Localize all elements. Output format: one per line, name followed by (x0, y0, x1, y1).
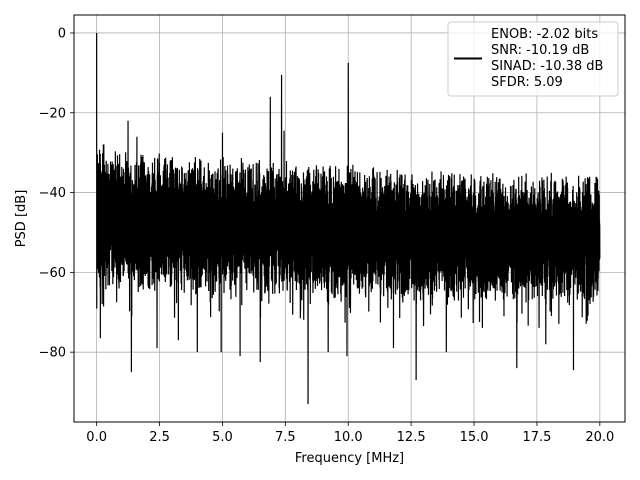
legend-entry-sfdr: SFDR: 5.09 (491, 75, 563, 90)
x-axis-label: Frequency [MHz] (295, 451, 404, 466)
x-tick-label: 20.0 (585, 430, 614, 445)
y-tick-label: −60 (39, 266, 66, 281)
axes-frame (73, 14, 626, 423)
x-axis-ticks: 0.0 2.5 5.0 7.5 10.0 12.5 15.0 17.5 20.0 (86, 422, 614, 445)
x-tick-label: 17.5 (522, 430, 551, 445)
y-tick-label: −20 (39, 106, 66, 121)
x-tick-label: 10.0 (334, 430, 363, 445)
legend-entry-enob: ENOB: -2.02 bits (491, 27, 598, 42)
legend-entry-sinad: SINAD: -10.38 dB (491, 59, 603, 74)
legend-entry-snr: SNR: -10.19 dB (491, 43, 589, 58)
y-tick-label: −40 (39, 186, 66, 201)
legend-box (447, 21, 619, 97)
plot-area (96, 32, 601, 405)
x-tick-label: 12.5 (397, 430, 426, 445)
legend: ENOB: -2.02 bits SNR: -10.19 dB SINAD: -… (447, 21, 619, 97)
x-tick-label: 2.5 (149, 430, 170, 445)
y-axis-label: PSD [dB] (14, 190, 29, 248)
y-axis-ticks: 0 −20 −40 −60 −80 (39, 26, 74, 361)
psd-series-line (96, 32, 601, 405)
x-tick-label: 5.0 (212, 430, 233, 445)
y-tick-label: 0 (58, 26, 66, 41)
x-tick-label: 15.0 (460, 430, 489, 445)
x-tick-label: 0.0 (86, 430, 107, 445)
y-tick-label: −80 (39, 346, 66, 361)
x-tick-label: 7.5 (275, 430, 296, 445)
